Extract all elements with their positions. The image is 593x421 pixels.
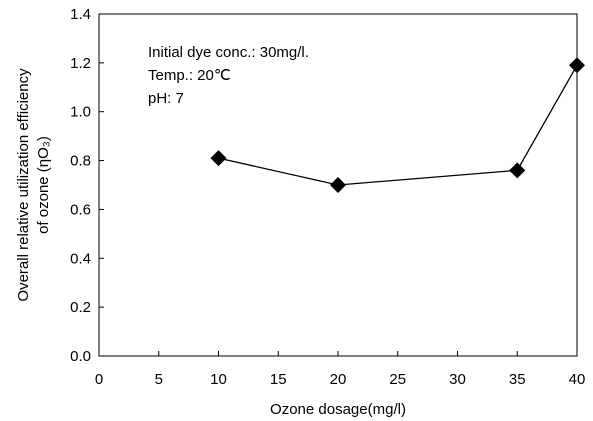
y-axis-title-line-1: Overall relative utilization efficiency (15, 68, 32, 302)
y-tick-label: 0.6 (70, 201, 91, 218)
series-line (218, 64, 578, 186)
y-tick-label: 1.2 (70, 55, 91, 72)
x-tick-label: 10 (210, 371, 227, 388)
data-point-diamond (210, 150, 227, 167)
x-tick-label: 5 (155, 371, 163, 388)
x-tick-label: 20 (330, 371, 347, 388)
data-point-diamond (509, 162, 526, 179)
x-tick-label: 25 (389, 371, 406, 388)
series-group (210, 57, 585, 193)
annotation-ph: pH: 7 (148, 90, 184, 107)
y-axis-title-line-2: of ozone (ηO₃) (35, 136, 52, 234)
y-tick-label: 0.2 (70, 299, 91, 316)
y-tick-label: 0.4 (70, 250, 91, 267)
x-axis-ticks: 0 5 10 15 20 25 30 35 40 (95, 351, 586, 388)
x-tick-label: 15 (270, 371, 287, 388)
x-tick-label: 40 (569, 371, 586, 388)
y-tick-label: 0.8 (70, 153, 91, 170)
data-point-diamond (569, 57, 585, 74)
data-point-diamond (330, 177, 346, 193)
x-tick-label: 0 (95, 371, 103, 388)
y-tick-label: 0.0 (70, 348, 91, 365)
annotation-dye-conc: Initial dye conc.: 30mg/l. (148, 44, 309, 61)
y-tick-label: 1.0 (70, 104, 91, 121)
x-tick-label: 30 (449, 371, 466, 388)
y-axis-title: Overall relative utilization efficiency … (15, 68, 52, 302)
y-tick-label: 1.4 (70, 6, 91, 23)
annotation-block: Initial dye conc.: 30mg/l. Temp.: 20℃ pH… (148, 44, 309, 107)
y-axis-ticks: 0.0 0.2 0.4 0.6 0.8 1.0 1.2 1.4 (70, 6, 104, 365)
x-tick-label: 35 (509, 371, 526, 388)
x-axis-title: Ozone dosage(mg/l) (270, 401, 406, 418)
annotation-temp: Temp.: 20℃ (148, 67, 231, 84)
